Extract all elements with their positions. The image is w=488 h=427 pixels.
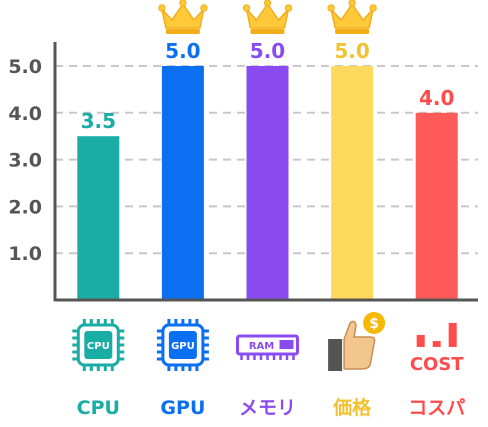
category-label: CPU (77, 397, 120, 419)
bar (161, 66, 204, 300)
category-label: GPU (160, 397, 205, 419)
crown-icon (242, 0, 293, 34)
value-label: 5.0 (165, 39, 200, 63)
y-tick-label: 4.0 (8, 103, 42, 125)
bar (415, 112, 458, 300)
cpu-chip-icon: CPU (72, 319, 125, 371)
ram-module-icon: RAM (236, 334, 299, 360)
icon-text: GPU (171, 341, 195, 352)
y-tick-label: 2.0 (8, 196, 42, 218)
icon-text: CPU (87, 341, 110, 352)
bar (246, 66, 289, 300)
value-label: 5.0 (250, 39, 285, 63)
gpu-chip-icon: GPU (156, 319, 209, 371)
icon-text: $ (369, 316, 379, 332)
cost-bars-icon: COST (410, 323, 464, 375)
bar (77, 136, 120, 300)
bar (331, 66, 374, 300)
category-label: 価格 (332, 396, 372, 419)
category-label: コスパ (408, 397, 465, 419)
crown-icon (327, 0, 377, 34)
category-label: メモリ (239, 397, 296, 419)
thumbs-up-coin-icon: $ (328, 312, 386, 371)
icon-text: RAM (249, 341, 274, 352)
value-label: 3.5 (81, 109, 116, 133)
value-label: 5.0 (334, 39, 369, 63)
crown-icon (158, 0, 208, 34)
value-label: 4.0 (419, 86, 454, 110)
y-tick-label: 3.0 (8, 150, 42, 172)
y-tick-label: 1.0 (8, 243, 42, 265)
y-tick-label: 5.0 (8, 56, 42, 78)
icon-text: COST (410, 354, 464, 375)
